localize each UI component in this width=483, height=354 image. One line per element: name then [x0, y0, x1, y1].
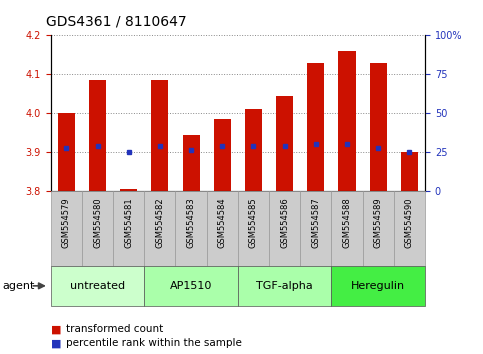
Bar [245, 109, 262, 191]
Text: GSM554588: GSM554588 [342, 197, 352, 248]
Bar [144, 191, 175, 266]
Bar [89, 80, 106, 191]
Bar [151, 80, 169, 191]
Bar [51, 191, 82, 266]
Bar [269, 191, 300, 266]
Text: GSM554590: GSM554590 [405, 197, 414, 247]
Text: GDS4361 / 8110647: GDS4361 / 8110647 [46, 14, 186, 28]
Text: agent: agent [2, 281, 35, 291]
Bar [331, 266, 425, 306]
Bar [369, 63, 387, 191]
Bar [331, 191, 363, 266]
Bar [207, 191, 238, 266]
Bar [120, 189, 137, 191]
Bar [394, 191, 425, 266]
Bar [183, 135, 199, 191]
Bar [276, 96, 293, 191]
Bar [401, 152, 418, 191]
Text: untreated: untreated [70, 281, 125, 291]
Text: GSM554582: GSM554582 [156, 197, 164, 248]
Bar [58, 113, 75, 191]
Bar [144, 266, 238, 306]
Bar [238, 266, 331, 306]
Text: GSM554581: GSM554581 [124, 197, 133, 248]
Text: GSM554579: GSM554579 [62, 197, 71, 248]
Bar [307, 63, 325, 191]
Text: GSM554580: GSM554580 [93, 197, 102, 248]
Text: GSM554585: GSM554585 [249, 197, 258, 248]
Bar [300, 191, 331, 266]
Bar [51, 266, 144, 306]
Text: GSM554586: GSM554586 [280, 197, 289, 248]
Bar [82, 191, 113, 266]
Bar [363, 191, 394, 266]
Text: TGF-alpha: TGF-alpha [256, 281, 313, 291]
Text: GSM554584: GSM554584 [218, 197, 227, 248]
Bar [238, 191, 269, 266]
Text: GSM554583: GSM554583 [186, 197, 196, 248]
Text: Heregulin: Heregulin [351, 281, 405, 291]
Bar [213, 119, 231, 191]
Text: GSM554587: GSM554587 [312, 197, 320, 248]
Text: transformed count: transformed count [66, 324, 163, 334]
Text: percentile rank within the sample: percentile rank within the sample [66, 338, 242, 348]
Bar [175, 191, 207, 266]
Bar [339, 51, 355, 191]
Text: AP1510: AP1510 [170, 281, 212, 291]
Text: GSM554589: GSM554589 [374, 197, 383, 248]
Bar [113, 191, 144, 266]
Text: ■: ■ [51, 338, 61, 348]
Text: ■: ■ [51, 324, 61, 334]
